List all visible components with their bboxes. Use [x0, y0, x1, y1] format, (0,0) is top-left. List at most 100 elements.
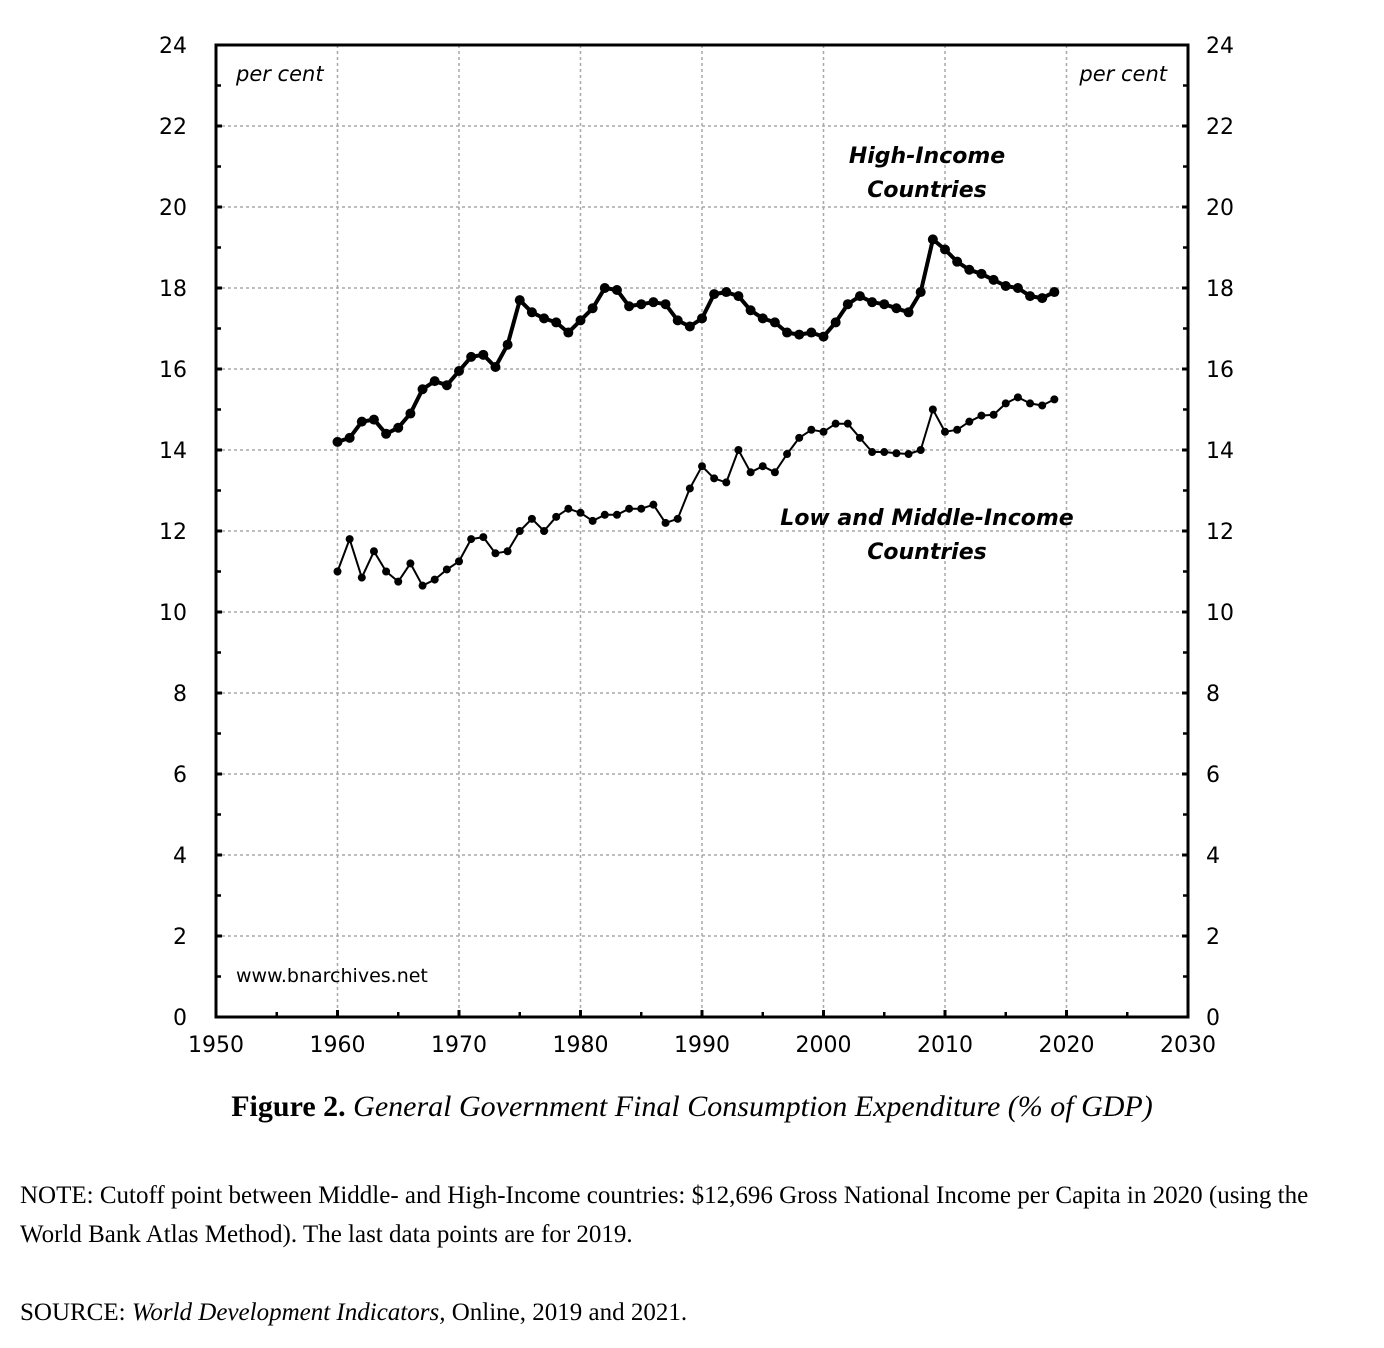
data-point-high-income — [867, 297, 878, 308]
y-tick-label-right: 4 — [1206, 844, 1220, 869]
data-point-high-income — [721, 287, 732, 298]
data-point-low-middle-income — [807, 425, 816, 434]
data-point-low-middle-income — [685, 484, 694, 493]
data-point-high-income — [405, 408, 416, 419]
data-point-low-middle-income — [357, 573, 366, 582]
y-tick-label-left: 10 — [159, 601, 187, 626]
data-point-low-middle-income — [698, 462, 706, 471]
data-point-high-income — [332, 436, 343, 447]
data-point-low-middle-income — [1013, 393, 1022, 402]
y-tick-label-left: 2 — [173, 925, 187, 950]
data-point-low-middle-income — [746, 468, 755, 477]
data-point-high-income — [806, 327, 817, 338]
data-point-low-middle-income — [430, 575, 439, 584]
y-tick-label-right: 18 — [1206, 277, 1234, 302]
data-point-high-income — [854, 291, 865, 302]
data-point-low-middle-income — [649, 500, 658, 509]
data-point-low-middle-income — [625, 504, 634, 513]
data-point-low-middle-income — [868, 448, 877, 457]
x-tick-label: 1990 — [674, 1033, 730, 1058]
data-point-low-middle-income — [515, 527, 524, 535]
data-point-low-middle-income — [369, 547, 378, 556]
data-point-high-income — [1037, 293, 1048, 304]
data-point-low-middle-income — [953, 425, 962, 434]
data-point-high-income — [478, 349, 489, 360]
data-point-high-income — [903, 307, 914, 318]
data-point-high-income — [344, 432, 355, 443]
data-point-low-middle-income — [831, 419, 840, 428]
data-point-low-middle-income — [382, 567, 391, 576]
data-point-low-middle-income — [600, 510, 609, 519]
y-tick-label-left: 6 — [173, 763, 187, 788]
data-point-low-middle-income — [1038, 401, 1047, 410]
series-line-high-income — [336, 237, 1056, 444]
data-point-low-middle-income — [612, 510, 621, 519]
y-tick-label-right: 0 — [1206, 1006, 1220, 1031]
data-point-high-income — [490, 361, 501, 372]
data-point-high-income — [356, 416, 367, 427]
y-tick-label-right: 14 — [1206, 439, 1234, 464]
data-point-high-income — [830, 317, 841, 328]
data-point-high-income — [927, 234, 938, 245]
data-point-low-middle-income — [442, 565, 451, 574]
data-point-high-income — [563, 327, 574, 338]
x-tick-label: 1950 — [188, 1033, 244, 1058]
data-point-low-middle-income — [916, 446, 925, 454]
y-tick-label-right: 16 — [1206, 358, 1234, 383]
data-point-low-middle-income — [795, 433, 804, 442]
data-point-low-middle-income — [758, 462, 767, 471]
figure-title: General Government Final Consumption Exp… — [353, 1090, 1153, 1123]
data-point-high-income — [769, 317, 780, 328]
data-point-high-income — [526, 307, 537, 318]
data-point-high-income — [1000, 280, 1011, 291]
source-title: World Development Indicators, — [131, 1299, 446, 1326]
data-point-high-income — [648, 297, 659, 308]
y-tick-label-right: 20 — [1206, 196, 1234, 221]
data-point-low-middle-income — [770, 468, 779, 477]
data-point-high-income — [1049, 287, 1060, 298]
data-point-low-middle-income — [928, 405, 937, 414]
data-point-high-income — [915, 287, 926, 298]
y-tick-label-right: 22 — [1206, 115, 1234, 140]
data-point-low-middle-income — [491, 549, 500, 558]
x-tick-label: 2030 — [1160, 1033, 1216, 1058]
source-prefix: SOURCE: — [20, 1299, 132, 1326]
y-tick-label-right: 12 — [1206, 520, 1234, 545]
data-point-low-middle-income — [479, 533, 488, 542]
data-point-high-income — [514, 295, 525, 306]
data-point-high-income — [782, 327, 793, 338]
data-point-low-middle-income — [588, 516, 597, 525]
data-point-low-middle-income — [892, 449, 901, 458]
data-point-high-income — [417, 384, 428, 395]
data-point-low-middle-income — [467, 535, 476, 544]
data-point-high-income — [842, 299, 853, 310]
data-point-high-income — [587, 303, 598, 314]
data-point-low-middle-income — [989, 410, 998, 419]
data-point-high-income — [964, 264, 975, 275]
data-point-high-income — [952, 256, 963, 267]
data-point-low-middle-income — [333, 567, 342, 576]
x-tick-label: 2000 — [796, 1033, 852, 1058]
data-point-high-income — [466, 351, 477, 362]
data-point-low-middle-income — [564, 504, 573, 513]
y-tick-label-left: 4 — [173, 844, 187, 869]
data-point-low-middle-income — [710, 474, 719, 483]
figure-number: Figure 2. — [231, 1090, 346, 1123]
data-point-low-middle-income — [843, 419, 852, 428]
x-tick-label: 1970 — [431, 1033, 487, 1058]
data-point-high-income — [551, 317, 562, 328]
data-point-high-income — [733, 291, 744, 302]
data-point-low-middle-income — [503, 547, 512, 556]
watermark: www.bnarchives.net — [236, 965, 428, 987]
data-point-low-middle-income — [1050, 395, 1059, 404]
x-tick-label: 1980 — [553, 1033, 609, 1058]
series-label-low-middle-income-line2: Countries — [867, 540, 987, 565]
data-point-high-income — [684, 321, 695, 332]
data-point-high-income — [1012, 283, 1023, 293]
data-point-high-income — [660, 299, 671, 310]
data-point-low-middle-income — [965, 417, 974, 426]
data-point-low-middle-income — [394, 577, 403, 586]
data-point-high-income — [1025, 291, 1036, 302]
